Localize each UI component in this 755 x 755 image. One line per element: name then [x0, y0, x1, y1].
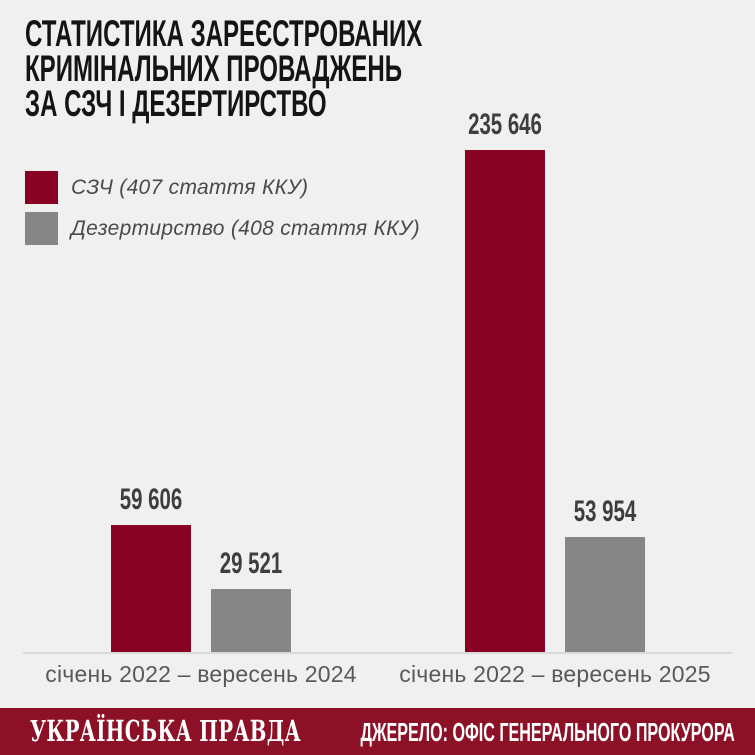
bar-value-label: 235 646: [468, 108, 542, 141]
page-title: СТАТИСТИКА ЗАРЕЄСТРОВАНИХ КРИМІНАЛЬНИХ П…: [25, 13, 636, 124]
legend-item-desertion: Дезертирство (408 стаття ККУ): [25, 212, 420, 245]
bar-chart: 59 606 29 521 235 646 53 954: [111, 108, 645, 652]
bar-value-label: 59 606: [119, 483, 183, 516]
bar-rect-desertion-2025: [565, 537, 645, 652]
source-attribution: ДЖЕРЕЛО: ОФІС ГЕНЕРАЛЬНОГО ПРОКУРОРА: [360, 717, 735, 747]
bar-rect-szch-2025: [465, 150, 545, 652]
category-label-2024: січень 2022 – вересень 2024: [45, 661, 357, 687]
bar-rect-desertion-2024: [211, 589, 291, 652]
chart-legend: СЗЧ (407 стаття ККУ) Дезертирство (408 с…: [25, 171, 420, 253]
title-line-1: СТАТИСТИКА ЗАРЕЄСТРОВАНИХ: [25, 13, 423, 54]
title-line-3: ЗА СЗЧ І ДЕЗЕРТИРСТВО: [25, 83, 327, 124]
legend-label-szch: СЗЧ (407 стаття ККУ): [71, 175, 309, 199]
bar-rect-szch-2024: [111, 525, 191, 652]
bar-value-label: 53 954: [573, 495, 637, 528]
legend-label-desertion: Дезертирство (408 стаття ККУ): [71, 216, 420, 240]
title-line-2: КРИМІНАЛЬНИХ ПРОВАДЖЕНЬ: [25, 48, 403, 89]
ukrainska-pravda-logo: УКРАЇНСЬКА ПРАВДА: [30, 714, 302, 748]
legend-swatch-red: [25, 171, 58, 204]
legend-item-szch: СЗЧ (407 стаття ККУ): [25, 171, 420, 204]
category-label-2025: січень 2022 – вересень 2025: [399, 661, 711, 687]
legend-swatch-gray: [25, 212, 58, 245]
bar-value-label: 29 521: [219, 547, 283, 580]
footer-bar: УКРАЇНСЬКА ПРАВДА ДЖЕРЕЛО: ОФІС ГЕНЕРАЛЬ…: [0, 708, 755, 755]
x-axis-baseline: [23, 652, 732, 654]
